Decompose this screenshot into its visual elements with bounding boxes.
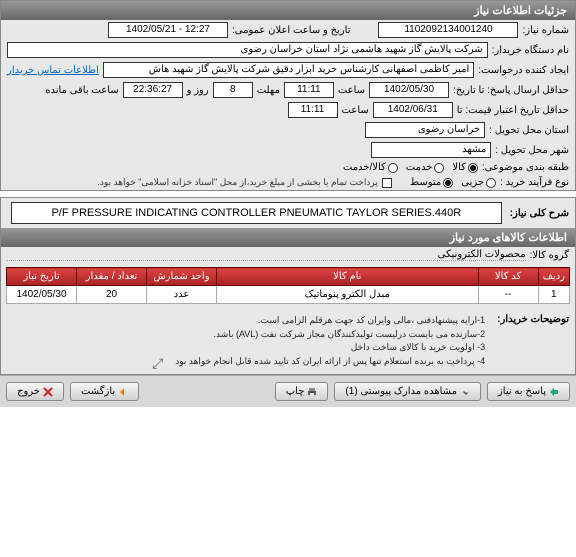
radio-khadamat-label: خدمت (406, 162, 433, 173)
items-table: ردیف کد کالا نام کالا واحد شمارش تعداد /… (6, 267, 570, 304)
buy-type-radio-group: جزیی متوسط (410, 177, 496, 188)
saat-label-1: ساعت (338, 85, 365, 96)
buyer-org-field: شرکت پالایش گاز شهید هاشمی نژاد استان خر… (7, 42, 488, 58)
deadline-label: حداقل ارسال پاسخ: تا تاریخ: (453, 85, 569, 96)
radio-motevaset[interactable] (443, 178, 453, 188)
group-field: محصولات الکترونیکی (7, 249, 526, 261)
valid-date: 1402/06/31 (373, 102, 453, 118)
td-row: 1 (538, 286, 569, 304)
note-line-2: 2-سازنده می بایست درلیست تولیدکنندگان مج… (175, 328, 485, 342)
th-code: کد کالا (478, 268, 538, 286)
treasury-checkbox[interactable] (382, 178, 392, 188)
print-icon (307, 387, 317, 397)
exit-button[interactable]: خروج (6, 382, 64, 401)
radio-motevaset-label: متوسط (410, 177, 441, 188)
th-row: ردیف (538, 268, 569, 286)
print-label: چاپ (286, 386, 305, 397)
note-line-4: 4- پرداخت به برنده استعلام تنها پس از ار… (175, 355, 485, 369)
category-radio-group: کالا خدمت کالا/خدمت (343, 162, 478, 173)
td-date: 1402/05/30 (7, 286, 77, 304)
th-date: تاریخ نیاز (7, 268, 77, 286)
th-qty: تعداد / مقدار (77, 268, 147, 286)
city-label: شهر محل تحویل : (495, 145, 569, 156)
contact-link[interactable]: اطلاعات تماس خریدار (7, 65, 99, 76)
expand-icon[interactable]: ⤢ (152, 355, 163, 372)
mohlat-label: مهلت (257, 85, 280, 96)
td-unit: عدد (147, 286, 217, 304)
buy-type-label: نوع فرآیند خرید : (500, 177, 569, 188)
description-panel: شرح کلی نیاز: P/F PRESSURE INDICATING CO… (0, 197, 576, 375)
panel1-header: جزئیات اطلاعات نیاز (1, 1, 575, 20)
back-icon (118, 387, 128, 397)
province-label: استان محل تحویل : (489, 125, 569, 136)
radio-kala[interactable] (468, 163, 478, 173)
exit-label: خروج (17, 386, 40, 397)
remain-label: ساعت باقی مانده (45, 85, 118, 96)
td-name: مبدل الکترو پنوماتیک (217, 286, 479, 304)
radio-both-label: کالا/خدمت (343, 162, 386, 173)
category-label: طبقه بندی موضوعی: (482, 162, 569, 173)
td-code: -- (478, 286, 538, 304)
desc-text: P/F PRESSURE INDICATING CONTROLLER PNEUM… (11, 202, 502, 224)
respond-label: پاسخ به نیاز (498, 386, 546, 397)
requester-label: ایجاد کننده درخواست: (478, 65, 569, 76)
city-field: مشهد (371, 142, 491, 158)
province-field: خراسان رضوی (365, 122, 485, 138)
footer-bar: پاسخ به نیاز مشاهده مدارک پیوستی (1) چاپ… (0, 375, 576, 407)
attach-icon (460, 387, 470, 397)
radio-khadamat[interactable] (434, 163, 444, 173)
attachments-button[interactable]: مشاهده مدارک پیوستی (1) (334, 382, 481, 401)
table-header-row: ردیف کد کالا نام کالا واحد شمارش تعداد /… (7, 268, 570, 286)
reply-icon (549, 387, 559, 397)
need-no-field: 1102092134001240 (378, 22, 518, 38)
valid-time: 11:11 (288, 102, 338, 118)
deadline-time: 11:11 (284, 82, 334, 98)
pay-note: پرداخت تمام یا بخشی از مبلغ خرید،از محل … (97, 177, 377, 188)
radio-jozei-label: جزیی (461, 177, 484, 188)
saat-label-2: ساعت (342, 105, 369, 116)
buyer-notes: 1-ارایه پیشنهادفنی ،مالی وایران کد جهت ه… (167, 310, 493, 372)
note-line-1: 1-ارایه پیشنهادفنی ،مالی وایران کد جهت ه… (175, 314, 485, 328)
note-line-3: 3- اولویت خرید با کالای ساخت داخل (175, 341, 485, 355)
radio-both[interactable] (388, 163, 398, 173)
respond-button[interactable]: پاسخ به نیاز (487, 382, 570, 401)
desc-label: شرح کلی نیاز: (510, 208, 569, 219)
group-label: گروه کالا: (530, 250, 569, 261)
radio-kala-label: کالا (452, 162, 466, 173)
requester-field: امیر کاظمی اصفهانی کارشناس خرید ابزار دق… (103, 62, 474, 78)
valid-label: حداقل تاریخ اعتبار قیمت: تا (457, 105, 569, 116)
radio-jozei[interactable] (486, 178, 496, 188)
remain-time: 22:36:27 (123, 82, 183, 98)
notes-label: توضیحات خریدار: (497, 310, 569, 325)
back-label: بازگشت (81, 386, 115, 397)
announce-label: تاریخ و ساعت اعلان عمومی: (232, 25, 351, 36)
table-row[interactable]: 1 -- مبدل الکترو پنوماتیک عدد 20 1402/05… (7, 286, 570, 304)
announce-field: 1402/05/21 - 12:27 (108, 22, 228, 38)
buyer-org-label: نام دستگاه خریدار: (492, 45, 569, 56)
back-button[interactable]: بازگشت (70, 382, 139, 401)
print-button[interactable]: چاپ (275, 382, 329, 401)
mohlat-val: 8 (213, 82, 253, 98)
td-qty: 20 (77, 286, 147, 304)
need-details-panel: جزئیات اطلاعات نیاز شماره نیاز: 11020921… (0, 0, 576, 191)
attach-label: مشاهده مدارک پیوستی (1) (345, 386, 457, 397)
deadline-date: 1402/05/30 (369, 82, 449, 98)
rooz-label: روز و (187, 85, 209, 96)
panel2-header: اطلاعات کالاهای مورد نیاز (1, 228, 575, 247)
th-unit: واحد شمارش (147, 268, 217, 286)
th-name: نام کالا (217, 268, 479, 286)
exit-icon (43, 387, 53, 397)
need-no-label: شماره نیاز: (522, 25, 569, 36)
